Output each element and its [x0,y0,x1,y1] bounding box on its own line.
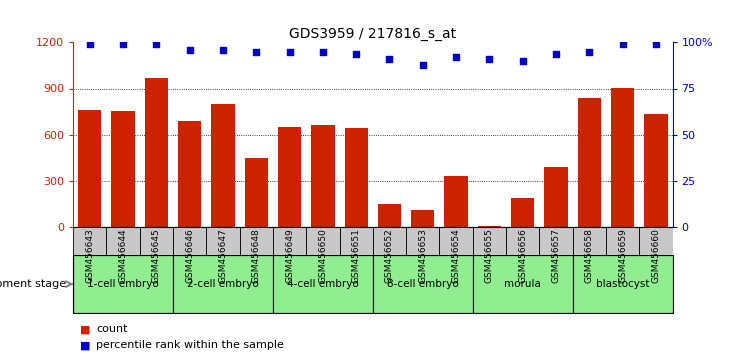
Bar [73,255,173,313]
Text: GSM456659: GSM456659 [618,228,627,283]
Text: GSM456643: GSM456643 [86,228,94,283]
Title: GDS3959 / 217816_s_at: GDS3959 / 217816_s_at [289,28,456,41]
Bar [439,227,473,255]
Text: GSM456653: GSM456653 [418,228,427,283]
Bar [111,111,135,227]
Text: percentile rank within the sample: percentile rank within the sample [96,340,284,350]
Bar [306,227,339,255]
Bar [178,121,201,227]
Bar [644,114,667,227]
Bar [373,227,406,255]
Point [450,55,462,60]
Text: 2-cell embryo: 2-cell embryo [187,279,259,289]
Bar [444,176,468,227]
Bar [378,204,401,227]
Point [384,56,395,62]
Bar [506,227,539,255]
Bar [311,125,335,227]
Text: GSM456658: GSM456658 [585,228,594,283]
Point [84,41,96,47]
Point [217,47,229,53]
Text: GSM456654: GSM456654 [452,228,461,283]
Bar [173,255,273,313]
Text: GSM456657: GSM456657 [551,228,561,283]
Point [151,41,162,47]
Text: GSM456646: GSM456646 [185,228,194,283]
Bar [206,227,240,255]
Text: 8-cell embryo: 8-cell embryo [387,279,458,289]
Bar [240,227,273,255]
Point [617,41,629,47]
Bar [473,227,506,255]
Text: morula: morula [504,279,541,289]
Text: GSM456647: GSM456647 [219,228,227,283]
Bar [545,167,567,227]
Point [317,49,329,55]
Point [284,49,295,55]
Bar [245,158,268,227]
Point [583,49,595,55]
Bar [78,110,102,227]
Text: count: count [96,324,128,334]
Bar [211,104,235,227]
Text: GSM456652: GSM456652 [385,228,394,283]
Text: GSM456649: GSM456649 [285,228,294,283]
Text: 1-cell embryo: 1-cell embryo [87,279,159,289]
Text: GSM456648: GSM456648 [251,228,261,283]
Bar [411,210,434,227]
Text: GSM456656: GSM456656 [518,228,527,283]
Bar [278,127,301,227]
Bar [173,227,206,255]
Bar [611,88,635,227]
Point [183,47,195,53]
Text: GSM456644: GSM456644 [118,228,127,282]
Point [483,56,495,62]
Bar [273,227,306,255]
Text: GSM456651: GSM456651 [352,228,360,283]
Point [517,58,529,64]
Text: GSM456645: GSM456645 [152,228,161,283]
Bar [107,227,140,255]
Bar [344,127,368,227]
Bar [572,227,606,255]
Bar [406,227,439,255]
Text: 4-cell embryo: 4-cell embryo [287,279,359,289]
Bar [639,227,673,255]
Bar [339,227,373,255]
Bar [577,98,601,227]
Bar [539,227,572,255]
Bar [273,255,373,313]
Bar [140,227,173,255]
Bar [606,227,639,255]
Point [350,51,362,56]
Bar [478,226,501,227]
Text: GSM456655: GSM456655 [485,228,494,283]
Bar [511,198,534,227]
Bar [145,78,168,227]
Bar [373,255,473,313]
Point [251,49,262,55]
Text: ■: ■ [80,324,91,334]
Text: GSM456650: GSM456650 [319,228,327,283]
Point [650,41,662,47]
Point [550,51,562,56]
Bar [73,227,107,255]
Point [117,41,129,47]
Bar [473,255,572,313]
Text: ■: ■ [80,340,91,350]
Text: blastocyst: blastocyst [596,279,649,289]
Text: development stage: development stage [0,279,66,289]
Point [417,62,428,67]
Bar [572,255,673,313]
Text: GSM456660: GSM456660 [651,228,660,283]
